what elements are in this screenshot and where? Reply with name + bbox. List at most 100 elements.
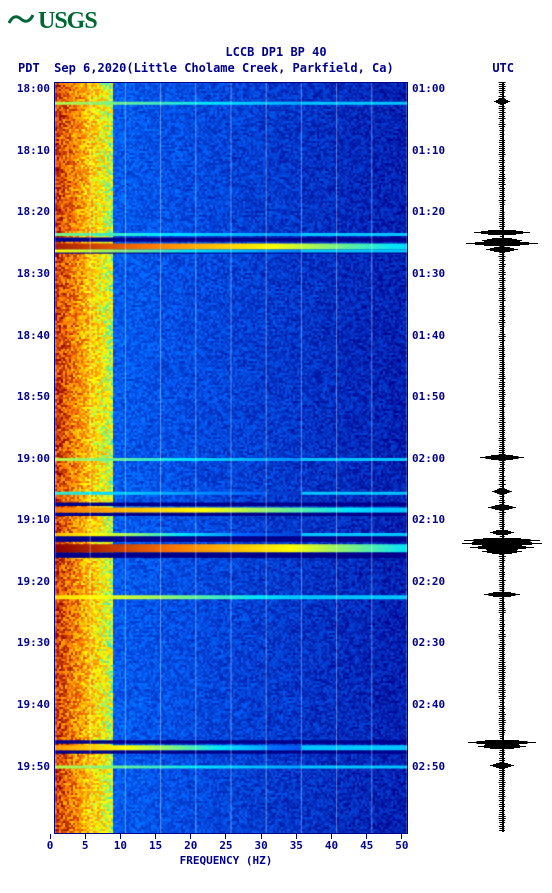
waveform-noise [499, 576, 504, 577]
waveform-noise [500, 128, 504, 129]
waveform-noise [499, 300, 506, 301]
y-right-tick: 02:20 [412, 575, 452, 588]
waveform-noise [499, 826, 505, 827]
waveform-noise [500, 286, 505, 287]
waveform-noise [499, 732, 505, 733]
waveform-noise [500, 632, 504, 633]
waveform-noise [500, 270, 505, 271]
waveform-spike [474, 539, 531, 540]
waveform-noise [500, 224, 505, 225]
waveform-noise [499, 792, 505, 793]
waveform-spike [484, 245, 520, 246]
waveform-noise [499, 112, 506, 113]
waveform-noise [499, 378, 506, 379]
waveform-noise [499, 680, 505, 681]
waveform-noise [499, 668, 506, 669]
waveform-noise [500, 304, 504, 305]
waveform-noise [499, 294, 505, 295]
waveform-noise [499, 88, 505, 89]
waveform-noise [499, 336, 506, 337]
waveform-noise [499, 584, 505, 585]
pdt-label: PDT Sep 6,2020(Little Cholame Creek, Par… [18, 61, 394, 77]
waveform-noise [499, 516, 504, 517]
waveform-noise [499, 726, 504, 727]
waveform-noise [499, 806, 505, 807]
waveform-noise [499, 630, 505, 631]
waveform-noise [499, 522, 504, 523]
waveform-spike [493, 764, 511, 765]
waveform-noise [500, 134, 505, 135]
waveform-noise [499, 662, 506, 663]
waveform-noise [499, 664, 505, 665]
waveform-noise [499, 722, 506, 723]
x-tick-label: 20 [182, 839, 200, 852]
waveform-noise [500, 328, 504, 329]
y-left-tick: 19:10 [12, 513, 50, 526]
waveform-noise [499, 422, 506, 423]
waveform-noise [499, 772, 505, 773]
waveform-noise [499, 690, 506, 691]
waveform-noise [500, 444, 505, 445]
waveform-noise [499, 582, 504, 583]
waveform-noise [499, 170, 505, 171]
waveform-noise [499, 816, 506, 817]
waveform-noise [499, 264, 506, 265]
waveform-noise [499, 160, 505, 161]
waveform-noise [500, 212, 505, 213]
waveform-noise [499, 636, 506, 637]
title-line1: LCCB DP1 BP 40 [8, 45, 544, 61]
waveform-noise [499, 268, 504, 269]
waveform-spike [496, 534, 508, 535]
waveform-noise [499, 200, 506, 201]
waveform-noise [499, 414, 504, 415]
waveform-noise [499, 794, 505, 795]
waveform-noise [499, 122, 504, 123]
waveform-noise [500, 276, 504, 277]
waveform-noise [499, 154, 506, 155]
waveform-noise [499, 708, 505, 709]
waveform-noise [500, 424, 505, 425]
waveform-noise [499, 256, 506, 257]
waveform-noise [499, 352, 504, 353]
waveform-noise [500, 330, 504, 331]
waveform-noise [499, 252, 505, 253]
waveform-noise [499, 382, 505, 383]
waveform-noise [499, 366, 504, 367]
waveform-noise [499, 510, 504, 511]
waveform-noise [499, 446, 505, 447]
x-tick-label: 0 [41, 839, 59, 852]
waveform-noise [500, 474, 504, 475]
waveform-noise [500, 302, 504, 303]
waveform-noise [499, 148, 505, 149]
waveform-noise [499, 476, 505, 477]
waveform-noise [500, 132, 504, 133]
spectrogram-canvas [55, 83, 407, 833]
waveform-noise [500, 618, 504, 619]
waveform-noise [499, 152, 505, 153]
waveform-noise [499, 500, 505, 501]
waveform-noise [500, 172, 504, 173]
waveform-noise [499, 358, 504, 359]
waveform-noise [500, 442, 505, 443]
waveform-noise [500, 120, 504, 121]
waveform-noise [500, 628, 504, 629]
waveform-noise [500, 728, 505, 729]
waveform-noise [499, 298, 505, 299]
waveform-noise [499, 82, 506, 83]
waveform-noise [499, 226, 505, 227]
waveform-noise [499, 566, 505, 567]
waveform-noise [499, 810, 505, 811]
waveform-noise [500, 578, 504, 579]
waveform-noise [499, 288, 506, 289]
waveform-noise [500, 434, 505, 435]
y-right-tick: 01:50 [412, 390, 452, 403]
waveform-noise [499, 468, 505, 469]
waveform-noise [500, 398, 505, 399]
waveform-noise [499, 260, 505, 261]
waveform-noise [500, 388, 504, 389]
waveform-noise [499, 698, 505, 699]
y-right-tick: 02:10 [412, 513, 452, 526]
waveform-noise [499, 512, 506, 513]
waveform-noise [499, 320, 505, 321]
waveform-noise [499, 216, 504, 217]
